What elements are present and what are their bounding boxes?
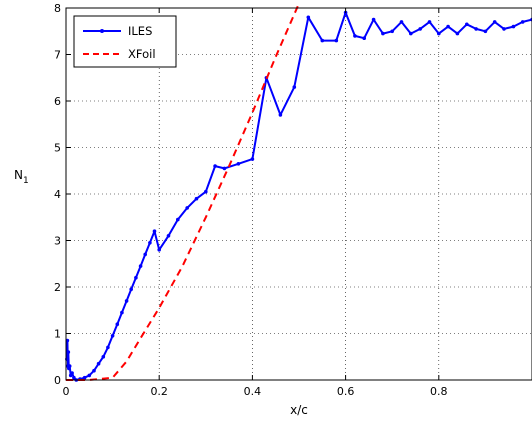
data-point-iles — [465, 22, 469, 27]
ticks: 0 0.2 0.4 0.6 0.8 0 1 2 3 4 5 6 7 8 — [54, 2, 448, 398]
y-tick-label: 6 — [54, 95, 61, 108]
y-axis-label-main: N — [14, 168, 23, 182]
data-point-iles — [115, 322, 120, 327]
x-tick-label: 0.4 — [244, 385, 262, 398]
y-tick-label: 0 — [54, 374, 61, 387]
y-axis-label-subscript: 1 — [23, 176, 29, 186]
data-point-iles — [236, 162, 241, 166]
data-point-iles — [66, 350, 71, 354]
data-point-iles — [446, 24, 450, 29]
data-point-iles — [82, 375, 87, 380]
legend-label-iles: ILES — [128, 24, 152, 38]
data-point-iles — [67, 364, 72, 368]
x-tick-label: 0 — [63, 385, 70, 398]
legend-marker-iles — [100, 29, 104, 33]
data-point-iles — [409, 31, 413, 36]
data-point-iles — [185, 206, 189, 210]
data-point-iles — [152, 229, 157, 233]
series-line-xfoil — [66, 3, 300, 381]
data-point-iles — [143, 252, 147, 257]
legend-label-xfoil: XFoil — [128, 47, 156, 61]
series-layer — [65, 3, 532, 382]
data-point-iles — [106, 345, 110, 350]
data-point-iles — [110, 334, 115, 338]
data-point-iles — [520, 20, 525, 24]
data-point-iles — [138, 264, 143, 268]
x-axis-label: x/c — [290, 403, 308, 417]
series-xfoil — [66, 3, 300, 381]
data-point-iles — [70, 371, 74, 375]
data-point-iles — [278, 113, 283, 117]
data-point-iles — [120, 310, 124, 315]
data-point-iles — [483, 29, 488, 34]
y-tick-label: 2 — [54, 281, 61, 294]
data-point-iles — [72, 375, 76, 380]
data-point-iles — [87, 373, 92, 378]
data-point-iles — [176, 217, 180, 222]
x-tick-label: 0.8 — [430, 385, 448, 398]
data-point-iles — [492, 20, 497, 24]
data-point-iles — [134, 275, 138, 280]
legend-box — [73, 15, 177, 68]
legend: ILES XFoil — [73, 15, 177, 68]
y-tick-label: 5 — [54, 142, 61, 155]
data-point-iles — [371, 17, 376, 22]
data-point-iles — [194, 196, 199, 201]
data-point-iles — [502, 27, 506, 31]
series-line-iles — [65, 11, 532, 381]
y-tick-label: 7 — [54, 49, 61, 62]
data-point-iles — [437, 31, 441, 36]
data-point-iles — [204, 189, 208, 194]
y-tick-label: 1 — [54, 328, 61, 341]
data-point-iles — [427, 20, 432, 24]
y-tick-label: 8 — [54, 2, 61, 15]
data-point-iles — [222, 166, 227, 171]
data-point-iles — [334, 38, 339, 43]
data-point-iles — [474, 27, 478, 31]
data-point-iles — [362, 36, 367, 40]
data-point-iles — [101, 355, 106, 359]
x-tick-label: 0.2 — [150, 385, 168, 398]
data-point-iles — [381, 31, 385, 36]
data-point-iles — [129, 287, 133, 292]
data-point-iles — [213, 164, 217, 168]
x-tick-label: 0.6 — [337, 385, 355, 398]
data-point-iles — [353, 34, 357, 38]
y-axis-label: N1 — [14, 168, 29, 186]
data-point-iles — [455, 31, 460, 36]
data-point-iles — [96, 361, 101, 366]
data-point-iles — [320, 38, 325, 43]
series-iles — [65, 10, 532, 382]
data-point-iles — [292, 85, 297, 89]
data-point-iles — [92, 368, 96, 373]
data-point-iles — [418, 27, 423, 31]
data-point-iles — [124, 299, 129, 303]
data-point-iles — [148, 241, 152, 245]
data-point-iles — [390, 29, 395, 34]
data-point-iles — [306, 15, 311, 20]
data-point-iles — [166, 234, 171, 238]
data-point-iles — [157, 248, 161, 252]
data-point-iles — [250, 157, 255, 161]
data-point-iles — [399, 20, 404, 24]
data-point-iles — [511, 24, 516, 29]
y-tick-label: 4 — [54, 188, 61, 201]
y-tick-label: 3 — [54, 235, 61, 248]
grid — [66, 8, 532, 380]
